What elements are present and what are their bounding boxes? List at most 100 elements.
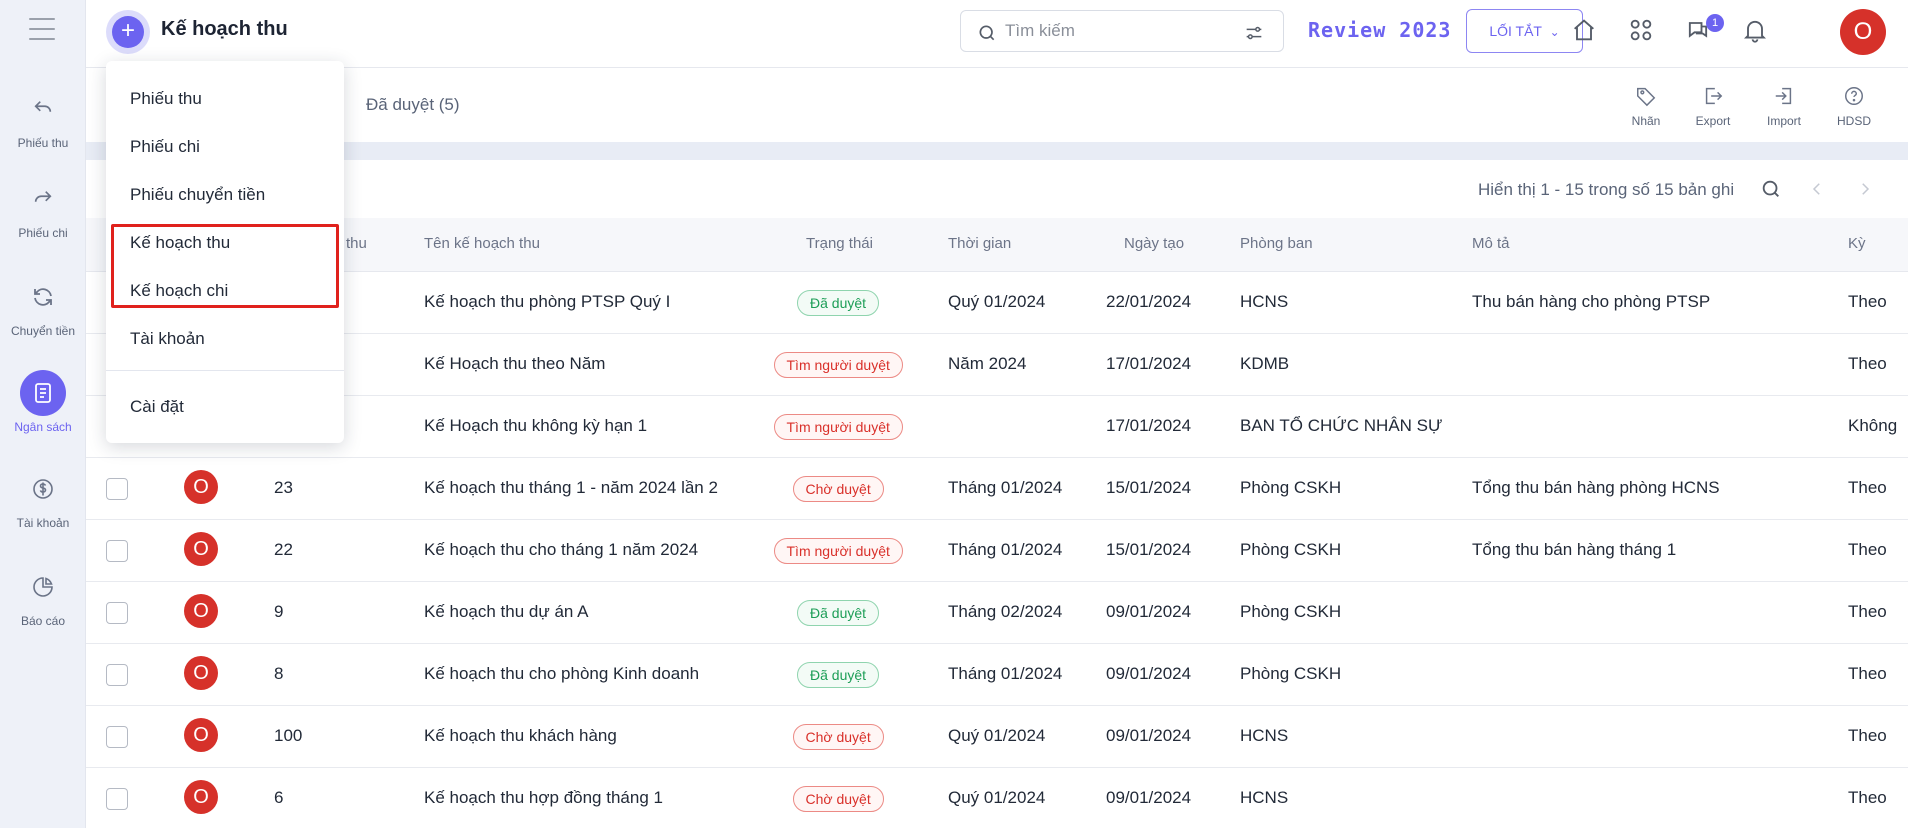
review-2023-link[interactable]: Review 2023 [1308,18,1452,42]
cell-name: Kế hoạch thu phòng PTSP Quý I [424,292,671,311]
sidebar-item-label: Phiếu thu [17,136,69,150]
menu-item-phieu-thu[interactable]: Phiếu thu [130,89,202,108]
sidebar-item-chuyen-tien[interactable]: Chuyển tiền [0,274,86,338]
row-avatar: O [184,780,218,814]
section-divider [86,142,1908,160]
status-badge: Tìm người duyệt [773,414,903,440]
sidebar-item-tai-khoan[interactable]: Tài khoản [0,466,86,530]
cell-code: 8 [274,664,284,683]
highlight-box [111,224,339,308]
cell-code: 22 [274,540,293,559]
table-row[interactable]: Kế hoạch thu phòng PTSP Quý I Quý 01/2024… [86,272,1908,334]
status-badge: Đã duyệt [797,290,880,316]
tag-icon [1616,82,1676,110]
table-row[interactable]: O 23 Kế hoạch thu tháng 1 - năm 2024 lần 2… [86,458,1908,520]
refresh-icon [20,274,66,320]
cell-cycle: Theo [1848,292,1887,311]
status-badge: Chờ duyệt [792,724,884,750]
table-row[interactable]: O 9 Kế hoạch thu dự án A Tháng 02/2024 09/01… [86,582,1908,644]
filter-sliders-icon[interactable] [1243,22,1265,44]
apps-grid-icon[interactable] [1627,16,1655,44]
cell-period: Quý 01/2024 [948,292,1046,311]
menu-item-ke-hoach-thu[interactable]: Kế hoạch thu [130,233,231,252]
chat-icon[interactable] [1684,16,1712,44]
cell-name: Kế hoạch thu dự án A [424,602,589,621]
table-row[interactable]: Kế Hoạch thu theo Năm Năm 2024 17/01/2024 K… [86,334,1908,396]
bell-icon[interactable] [1741,16,1769,44]
notification-badge: 1 [1706,14,1724,32]
cell-period: Tháng 02/2024 [948,602,1063,621]
cell-period: Quý 01/2024 [948,726,1046,745]
menu-item-phieu-chuyen-tien[interactable]: Phiếu chuyển tiền [130,185,266,204]
sidebar-item-label: Phiếu chi [18,226,68,240]
search-input[interactable]: Tìm kiếm [960,10,1284,52]
shortcut-button[interactable]: LỐI TẮT ⌄ [1466,9,1583,53]
table-row[interactable]: O 6 Kế hoạch thu hợp đồng tháng 1 Quý 01/20… [86,768,1908,828]
cell-name: Kế hoạch thu tháng 1 - năm 2024 lần 2 [424,478,718,497]
sidebar-item-label: Chuyển tiền [10,324,76,338]
home-icon[interactable] [1570,16,1598,44]
menu-icon[interactable] [29,18,55,42]
cell-cycle: Theo [1848,540,1887,559]
add-dropdown-menu: Phiếu thu Phiếu chi Phiếu chuyển tiền Kế… [106,61,344,443]
table-search-icon[interactable] [1760,178,1782,200]
import-label: Import [1766,114,1801,128]
row-avatar: O [184,594,218,628]
status-badge: Chờ duyệt [792,786,884,812]
menu-item-phieu-chi[interactable]: Phiếu chi [130,137,200,156]
sidebar-item-phieu-chi[interactable]: Phiếu chi [0,176,86,240]
cell-cycle: Theo [1848,602,1887,621]
cell-period: Tháng 01/2024 [948,540,1063,559]
export-icon [1683,82,1743,110]
add-button[interactable]: + [106,10,150,54]
sidebar-item-ngan-sach[interactable]: Ngân sách [0,370,86,434]
table-row[interactable]: O 22 Kế hoạch thu cho tháng 1 năm 2024 Thán… [86,520,1908,582]
cell-department: Phòng CSKH [1240,602,1342,621]
row-avatar: O [184,656,218,690]
help-button[interactable]: HDSD [1824,82,1884,128]
import-button[interactable]: Import [1754,82,1814,128]
pie-chart-icon [20,564,66,610]
row-checkbox[interactable] [106,540,128,562]
sidebar-item-label: Tài khoản [16,516,70,530]
menu-item-tai-khoan[interactable]: Tài khoản [130,329,205,348]
search-placeholder: Tìm kiếm [1005,21,1075,40]
tab-bar: Đã duyệt (5) Nhãn Export Import HDSD [86,68,1908,142]
cell-department: HCNS [1240,788,1289,807]
col-description: Mô tả [1472,235,1510,252]
import-icon [1754,82,1814,110]
plans-table: ch thu Tên kế hoạch thu Trạng thái Thời … [86,218,1908,828]
prev-page-icon[interactable] [1808,180,1826,198]
tab-approved[interactable]: Đã duyệt (5) [366,95,460,114]
row-checkbox[interactable] [106,726,128,748]
menu-item-ke-hoach-chi[interactable]: Kế hoạch chi [130,281,229,300]
cell-code: 23 [274,478,293,497]
table-row[interactable]: Kế Hoạch thu không kỳ hạn 1 17/01/2024 BAN… [86,396,1908,458]
export-button[interactable]: Export [1683,82,1743,128]
row-checkbox[interactable] [106,478,128,500]
menu-item-cai-dat[interactable]: Cài đặt [130,397,184,416]
cell-name: Kế hoạch thu khách hàng [424,726,617,745]
col-period: Thời gian [948,235,1012,252]
cell-name: Kế Hoạch thu không kỳ hạn 1 [424,416,648,435]
cell-period: Quý 01/2024 [948,788,1046,807]
search-icon [979,25,995,41]
row-checkbox[interactable] [106,664,128,686]
cell-code: 9 [274,602,284,621]
col-cycle: Kỳ [1848,235,1866,252]
row-checkbox[interactable] [106,602,128,624]
row-checkbox[interactable] [106,788,128,810]
table-row[interactable]: O 8 Kế hoạch thu cho phòng Kinh doanh Tháng… [86,644,1908,706]
help-label: HDSD [1836,114,1871,128]
sidebar-item-phieu-thu[interactable]: Phiếu thu [0,86,86,150]
tag-button[interactable]: Nhãn [1616,82,1676,128]
user-avatar[interactable]: O [1840,9,1886,55]
col-department: Phòng ban [1240,235,1313,252]
row-avatar: O [184,532,218,566]
cell-period: Tháng 01/2024 [948,664,1063,683]
cell-department: Phòng CSKH [1240,478,1342,497]
sidebar-item-bao-cao[interactable]: Báo cáo [0,564,86,628]
table-row[interactable]: O 100 Kế hoạch thu khách hàng Quý 01/2024 09… [86,706,1908,768]
next-page-icon[interactable] [1856,180,1874,198]
cell-name: Kế Hoạch thu theo Năm [424,354,606,373]
